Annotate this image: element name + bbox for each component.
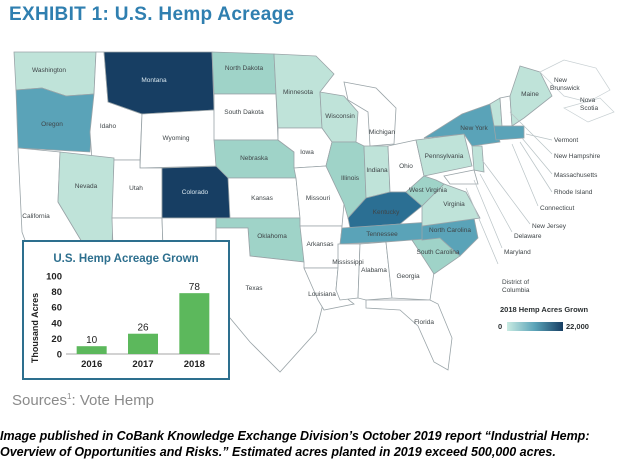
acreage-bar-chart: U.S. Hemp Acreage Grown Thousand Acres 0… [30, 253, 220, 370]
label-iowa: Iowa [300, 149, 314, 156]
label-wisconsin: Wisconsin [325, 113, 355, 120]
sources-name: : Vote Hemp [71, 392, 155, 409]
bar-2017 [128, 333, 158, 354]
state-south-dakota [213, 93, 279, 141]
label-arkansas: Arkansas [306, 241, 334, 248]
state-michigan [343, 81, 397, 147]
x-category-label: 2017 [132, 359, 153, 370]
label-washington: Washington [32, 67, 66, 74]
label-wyoming: Wyoming [162, 135, 189, 142]
callout-connecticut: Connecticut [540, 205, 575, 212]
callout-new-jersey: New Jersey [532, 223, 567, 230]
bar-value-label: 10 [86, 335, 98, 346]
state-new-york [423, 103, 501, 147]
chart-title: U.S. Hemp Acreage Grown [53, 253, 198, 265]
label-nevada: Nevada [75, 183, 98, 190]
label-michigan: Michigan [369, 129, 395, 136]
label-virginia: Virginia [443, 201, 465, 208]
label-indiana: Indiana [366, 167, 388, 174]
label-new-york: New York [460, 125, 488, 132]
state-new-jersey [471, 145, 485, 173]
y-tick-label: 80 [51, 287, 62, 298]
callout-rhode-island: Rhode Island [554, 189, 593, 196]
legend-max: 22,000 [566, 322, 589, 331]
legend-title: 2018 Hemp Acres Grown [500, 305, 589, 314]
chart-y-axis-label: Thousand Acres [30, 293, 40, 363]
label-utah: Utah [129, 185, 143, 192]
state-alabama [357, 241, 393, 301]
callout-massachusetts: Massachusetts [554, 172, 598, 179]
state-massachusetts [493, 125, 525, 141]
label-florida: Florida [414, 319, 434, 326]
x-category-label: 2016 [81, 359, 102, 370]
legend-gradient-bar [507, 322, 563, 331]
label-louisiana: Louisiana [308, 291, 336, 298]
label-kentucky: Kentucky [373, 209, 400, 216]
label-nebraska: Nebraska [240, 155, 268, 162]
state-west-virginia [405, 175, 445, 207]
label-south-dakota: South Dakota [224, 109, 264, 116]
acreage-chart-panel: U.S. Hemp Acreage Grown Thousand Acres 0… [22, 240, 230, 380]
callout-delaware: Delaware [514, 233, 542, 240]
map-svg: Washington Oregon California Idaho Nevad… [4, 42, 616, 390]
state-maryland [443, 169, 479, 185]
callout-nova-scotia-1: Nova [580, 97, 596, 104]
bar-2016 [76, 346, 107, 354]
bar-value-label: 26 [137, 323, 149, 334]
callout-nova-scotia-2: Scotia [580, 105, 598, 112]
label-minnesota: Minnesota [283, 89, 313, 96]
label-illinois: Illinois [341, 175, 360, 182]
label-oklahoma: Oklahoma [257, 233, 287, 240]
label-idaho: Idaho [100, 123, 117, 130]
label-texas: Texas [246, 285, 264, 292]
label-georgia: Georgia [396, 273, 420, 280]
label-maine: Maine [521, 91, 539, 98]
callout-columbia: Columbia [502, 287, 530, 294]
label-north-carolina: North Carolina [429, 227, 471, 234]
image-caption: Image published in CoBank Knowledge Exch… [0, 429, 590, 459]
label-ohio: Ohio [399, 163, 413, 170]
callout-new-hampshire: New Hampshire [554, 153, 601, 160]
callout-maryland: Maryland [504, 249, 531, 256]
bar-value-label: 78 [189, 282, 201, 293]
y-tick-label: 40 [51, 318, 62, 329]
callout-new-brunswick-2: Brunswick [550, 85, 580, 92]
bar-2018 [179, 293, 210, 354]
label-alabama: Alabama [361, 267, 387, 274]
label-missouri: Missouri [306, 195, 330, 202]
sources-line: Sources1: Vote Hemp [12, 392, 154, 409]
x-category-label: 2018 [184, 359, 205, 370]
label-west-virginia: West Virginia [409, 187, 447, 194]
label-oregon: Oregon [41, 121, 63, 128]
y-tick-label: 20 [51, 334, 62, 345]
y-tick-label: 60 [51, 303, 62, 314]
y-tick-label: 100 [46, 272, 62, 283]
label-tennessee: Tennessee [366, 231, 398, 238]
label-south-carolina: South Carolina [417, 249, 460, 256]
legend-min: 0 [498, 322, 502, 331]
map-legend: 2018 Hemp Acres Grown 0 22,000 [498, 305, 589, 331]
callout-vermont: Vermont [554, 137, 578, 144]
state-oregon [15, 87, 95, 153]
y-tick-label: 0 [57, 350, 62, 361]
label-kansas: Kansas [251, 195, 273, 202]
sources-footnote-mark: 1 [67, 392, 72, 401]
us-hemp-map: Washington Oregon California Idaho Nevad… [4, 42, 616, 390]
label-montana: Montana [141, 77, 167, 84]
label-mississippi: Mississippi [332, 259, 363, 266]
label-california: California [22, 213, 50, 220]
state-mississippi [335, 243, 361, 301]
label-pennsylvania: Pennsylvania [425, 153, 464, 160]
exhibit-title: EXHIBIT 1: U.S. Hemp Acreage [9, 4, 295, 25]
callout-new-brunswick-1: New [554, 77, 567, 84]
label-north-dakota: North Dakota [225, 65, 264, 72]
callout-district-of: District of [502, 279, 529, 286]
state-florida [365, 299, 453, 371]
label-colorado: Colorado [182, 189, 209, 196]
sources-label: Sources [12, 392, 68, 409]
state-north-dakota [211, 51, 277, 95]
